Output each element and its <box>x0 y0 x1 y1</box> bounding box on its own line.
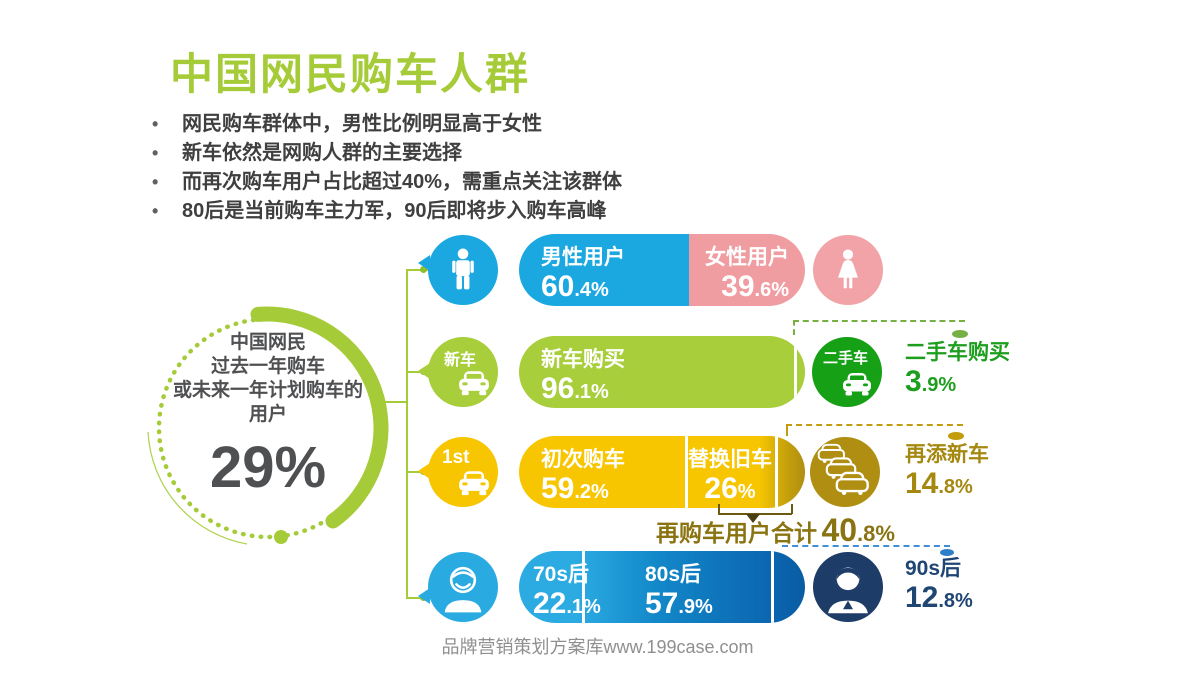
bracket-line <box>791 504 793 514</box>
older-generation-circle <box>418 552 498 622</box>
male-segment-text: 男性用户 60.4% <box>541 246 625 303</box>
bullet-marker-icon: • <box>152 172 159 192</box>
bullet-marker-icon: • <box>152 143 159 163</box>
replace-car-text: 替换旧车 26% <box>688 448 772 505</box>
callout-line <box>786 424 963 426</box>
bar-divider <box>775 436 778 508</box>
bullet-list: • 网民购车群体中，男性比例明显高于女性 • 新车依然是网购人群的主要选择 • … <box>152 110 622 226</box>
nineties-side-text: 90s后 12.8% <box>905 557 973 614</box>
bullet-marker-icon: • <box>152 114 159 134</box>
callout-dot <box>952 330 968 338</box>
connector-line <box>406 270 408 599</box>
bullet-text: 而再次购车用户占比超过40%，需重点关注该群体 <box>182 171 623 193</box>
female-segment <box>689 234 805 306</box>
bar-divider <box>771 551 774 623</box>
male-icon <box>452 248 474 290</box>
car-icon <box>459 471 489 496</box>
male-circle <box>418 235 498 305</box>
donut-end-dot <box>274 530 288 544</box>
multi-cars-icon <box>817 443 869 496</box>
bullet-marker-icon: • <box>152 201 159 221</box>
car-icon <box>843 373 871 396</box>
callout-line <box>793 320 795 335</box>
bracket-arrow-icon <box>746 514 760 523</box>
used-car-side-text: 二手车购买 3.9% <box>905 341 1010 398</box>
bullet-item: • 80后是当前购车主力军，90后即将步入购车高峰 <box>152 197 622 226</box>
purchase-history-bar: 初次购车 59.2% 替换旧车 26% <box>519 436 805 508</box>
callout-dot <box>948 432 964 440</box>
bar-divider <box>685 436 688 508</box>
bullet-text: 新车依然是网购人群的主要选择 <box>182 142 462 164</box>
bullet-text: 网民购车群体中，男性比例明显高于女性 <box>182 113 542 135</box>
callout-line <box>786 424 788 436</box>
circle-tail <box>418 255 430 271</box>
first-car-badge-label: 1st <box>442 447 470 468</box>
callout-line <box>793 320 965 322</box>
callout-dot <box>940 549 954 556</box>
seventies-text: 70s后 22.1% <box>533 563 601 620</box>
watermark-text: 品牌营销策划方案库www.199case.com <box>441 637 754 657</box>
callout-line <box>782 545 950 547</box>
circle-tail <box>418 363 430 379</box>
repurchase-summary: 再购车用户合计 40.8% <box>656 512 895 548</box>
car-icon <box>459 371 489 396</box>
donut-arc <box>250 306 389 529</box>
used-car-circle: 二手车 <box>812 337 882 407</box>
add-car-side-text: 再添新车 14.8% <box>905 443 989 500</box>
bar-divider <box>582 551 585 623</box>
bracket-line <box>718 504 720 514</box>
donut-thin-arc <box>147 431 248 545</box>
eighties-text: 80s后 57.9% <box>645 563 713 620</box>
new-car-bar: 新车购买 96.1% <box>519 336 805 408</box>
donut-chart <box>147 306 389 545</box>
new-car-badge-label: 新车 <box>444 352 477 369</box>
bullet-item: • 网民购车群体中，男性比例明显高于女性 <box>152 110 622 139</box>
new-car-circle: 新车 <box>418 337 498 407</box>
female-segment-text: 女性用户 39.6% <box>705 246 789 303</box>
bracket-line <box>718 513 792 515</box>
bullet-item: • 新车依然是网购人群的主要选择 <box>152 139 622 168</box>
circle-tail <box>418 588 430 604</box>
bullet-text: 80后是当前购车主力军，90后即将步入购车高峰 <box>182 200 607 222</box>
bar-divider <box>793 336 797 408</box>
first-purchase-text: 初次购车 59.2% <box>541 448 625 505</box>
donut-label: 中国网民 过去一年购车 或未来一年计划购车的 用户 <box>172 332 363 425</box>
young-person-icon <box>828 567 868 614</box>
connector-line <box>378 401 406 403</box>
male-segment <box>519 234 690 306</box>
page-title: 中国网民购车人群 <box>170 51 530 99</box>
gender-bar: 男性用户 60.4% 女性用户 39.6% <box>519 234 805 306</box>
used-car-badge-label: 二手车 <box>823 350 869 367</box>
female-icon <box>838 249 858 289</box>
young-generation-circle <box>813 552 883 622</box>
female-circle <box>813 235 883 305</box>
circle-tail <box>418 463 430 479</box>
first-car-circle: 1st <box>418 437 498 507</box>
new-car-segment-text: 新车购买 96.1% <box>541 348 625 405</box>
donut-value: 29% <box>209 435 327 500</box>
bullet-item: • 而再次购车用户占比超过40%，需重点关注该群体 <box>152 168 622 197</box>
bearded-man-icon <box>444 566 482 613</box>
add-car-circle <box>810 437 880 507</box>
generation-bar: 70s后 22.1% 80s后 57.9% <box>519 551 805 623</box>
